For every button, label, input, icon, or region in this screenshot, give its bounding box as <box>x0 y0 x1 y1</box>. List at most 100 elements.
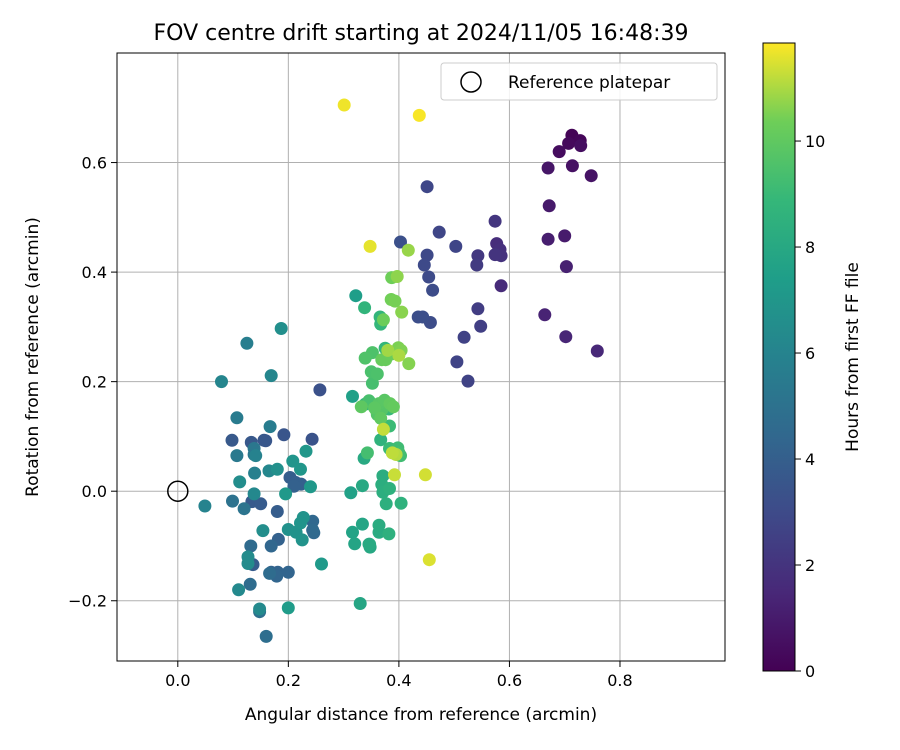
y-axis-ticks: −0.2 0.0 0.2 0.4 0.6 <box>68 154 117 611</box>
colorbar-tick-label: 10 <box>805 132 825 151</box>
data-point <box>294 516 307 530</box>
data-point <box>565 159 579 173</box>
data-point <box>354 400 368 414</box>
data-point <box>559 330 573 344</box>
data-point <box>381 343 395 357</box>
data-point <box>376 422 390 436</box>
data-point <box>353 597 367 610</box>
data-point <box>417 258 431 272</box>
data-point <box>363 239 377 253</box>
data-point <box>257 433 271 447</box>
data-point <box>494 279 508 293</box>
reference-platepar-marker <box>167 480 189 502</box>
data-point <box>243 577 257 591</box>
data-point <box>426 283 440 297</box>
y-tick-label: 0.4 <box>82 263 107 282</box>
colorbar-tick-label: 2 <box>805 556 815 575</box>
data-point <box>254 497 268 511</box>
legend: Reference platepar <box>440 62 718 101</box>
data-point <box>253 602 267 616</box>
data-point <box>420 248 434 262</box>
data-point <box>259 629 273 643</box>
data-point <box>355 517 369 531</box>
data-point <box>541 232 555 246</box>
data-point <box>388 468 401 482</box>
data-point <box>392 348 406 362</box>
data-point <box>541 161 555 175</box>
data-point <box>422 553 436 567</box>
chart-title: FOV centre drift starting at 2024/11/05 … <box>154 21 689 46</box>
data-point <box>237 502 251 516</box>
data-point <box>281 601 295 615</box>
data-point <box>558 229 572 243</box>
data-point <box>382 527 396 541</box>
data-point <box>374 411 388 425</box>
data-point <box>263 566 277 580</box>
data-point <box>416 310 430 324</box>
data-point <box>584 169 598 183</box>
data-point <box>386 400 400 414</box>
data-point <box>374 433 388 447</box>
data-point <box>346 389 359 403</box>
reference-marker-layer <box>167 480 189 502</box>
data-point <box>402 357 416 371</box>
data-point <box>313 383 327 397</box>
x-tick-label: 0.6 <box>497 671 522 690</box>
x-tick-label: 0.8 <box>607 671 632 690</box>
data-point <box>370 367 384 381</box>
plot-frame <box>116 52 726 662</box>
data-point <box>256 524 270 538</box>
data-point <box>379 497 393 511</box>
y-tick-label: 0.0 <box>82 482 107 501</box>
data-point <box>264 539 278 553</box>
x-tick-label: 0.4 <box>386 671 411 690</box>
data-point <box>279 487 293 501</box>
data-point <box>232 583 246 597</box>
colorbar-ticks: 0 2 4 6 8 10 <box>795 132 825 681</box>
legend-box <box>440 62 718 101</box>
data-point <box>226 494 239 508</box>
data-point <box>383 482 396 495</box>
y-tick-label: 0.2 <box>82 373 107 392</box>
data-point <box>372 518 386 532</box>
data-point <box>304 480 317 494</box>
data-point <box>461 374 475 388</box>
data-point <box>450 355 464 369</box>
data-point <box>360 446 374 460</box>
data-point <box>346 525 359 539</box>
data-point <box>337 98 351 112</box>
data-point <box>401 243 415 257</box>
colorbar: 0 2 4 6 8 10 Hours from first FF file <box>762 42 863 681</box>
data-point <box>394 496 408 510</box>
x-axis-label: Angular distance from reference (arcmin) <box>245 705 597 725</box>
data-point <box>240 336 254 350</box>
data-point <box>215 375 228 389</box>
x-tick-label: 0.0 <box>165 671 190 690</box>
data-point <box>355 479 369 493</box>
data-points <box>198 98 604 643</box>
legend-label: Reference platepar <box>508 73 670 93</box>
y-tick-label: 0.6 <box>82 154 107 173</box>
data-point <box>287 479 301 493</box>
data-point <box>263 420 277 434</box>
data-point <box>230 449 244 463</box>
data-point <box>471 302 485 316</box>
data-point <box>277 428 291 442</box>
data-point <box>247 487 261 501</box>
data-point <box>358 351 372 365</box>
data-point <box>305 432 319 446</box>
data-point <box>230 411 244 425</box>
colorbar-tick-label: 8 <box>805 238 815 257</box>
colorbar-label: Hours from first FF file <box>843 262 863 452</box>
data-point <box>422 270 436 284</box>
data-point <box>394 235 407 249</box>
data-point <box>270 505 284 518</box>
y-axis-label: Rotation from reference (arcmin) <box>23 217 43 497</box>
data-point <box>590 344 604 358</box>
data-point <box>225 433 239 447</box>
y-tick-label: −0.2 <box>68 592 107 611</box>
x-axis-ticks: 0.0 0.2 0.4 0.6 0.8 <box>165 661 633 690</box>
data-point <box>395 305 409 319</box>
data-point <box>449 239 463 253</box>
